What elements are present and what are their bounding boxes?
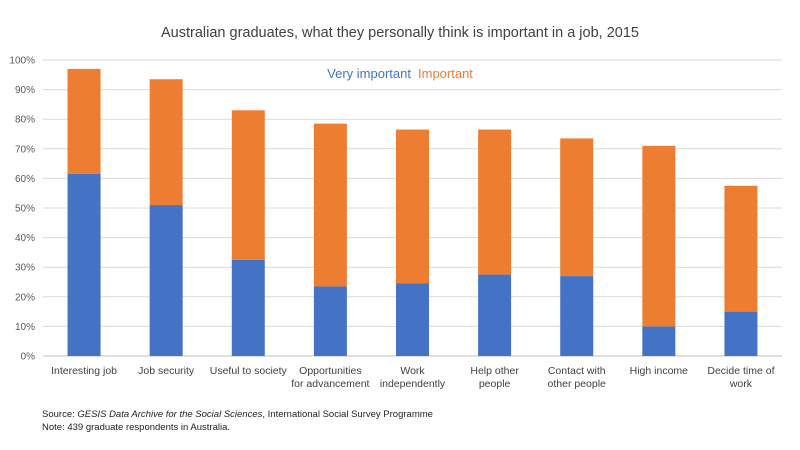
x-tick-label: other people [548, 378, 607, 390]
bar-very-important [560, 276, 594, 356]
y-tick-label: 60% [15, 174, 35, 185]
bar-very-important [67, 173, 101, 356]
bar-very-important [396, 283, 429, 356]
bar-very-important [642, 326, 676, 356]
y-tick-label: 80% [15, 115, 35, 126]
source-note: Source: GESIS Data Archive for the Socia… [42, 409, 433, 420]
y-tick-label: 50% [15, 204, 35, 215]
bar-important [724, 185, 758, 312]
y-tick-label: 90% [15, 85, 35, 96]
bar-very-important [724, 311, 758, 356]
x-tick-label: work [729, 378, 753, 390]
bar-very-important [313, 286, 347, 356]
bar-important [396, 129, 429, 284]
bar-important [642, 145, 676, 327]
x-tick-label: Job security [138, 365, 195, 377]
sample-note: Note: 439 graduate respondents in Austra… [42, 422, 231, 433]
bar-important [313, 123, 347, 287]
x-tick-label: Work [400, 365, 425, 377]
x-tick-label: Opportunities [299, 365, 361, 377]
bar-important [560, 138, 594, 277]
x-tick-label: people [479, 378, 511, 390]
y-tick-label: 40% [15, 233, 35, 244]
bar-very-important [478, 274, 512, 356]
y-tick-label: 10% [15, 322, 35, 333]
bar-very-important [231, 259, 265, 356]
source-suffix: , International Social Survey Programme [262, 409, 433, 420]
x-tick-label: Contact with [548, 365, 606, 377]
y-tick-label: 70% [15, 144, 35, 155]
chart: Australian graduates, what they personal… [9, 25, 782, 390]
chart-title: Australian graduates, what they personal… [161, 25, 639, 41]
bar-important [478, 129, 512, 275]
x-tick-label: Help other [470, 365, 519, 377]
x-tick-label: Interesting job [51, 365, 117, 377]
x-tick-label: for advancement [291, 378, 369, 390]
x-tick-label: High income [630, 365, 689, 377]
bar-important [231, 110, 265, 260]
y-tick-label: 30% [15, 263, 35, 274]
x-tick-label: Useful to society [210, 365, 288, 377]
bar-very-important [149, 205, 183, 356]
legend-important: Important [418, 66, 473, 81]
y-tick-label: 0% [21, 352, 36, 363]
x-tick-label: independently [380, 378, 446, 390]
source-italic: GESIS Data Archive for the Social Scienc… [77, 409, 263, 420]
legend-very-important: Very important [327, 66, 411, 81]
y-tick-label: 20% [15, 292, 35, 303]
bar-important [149, 79, 183, 206]
x-tick-label: Decide time of [707, 365, 774, 377]
y-tick-label: 100% [9, 56, 35, 67]
bar-important [67, 68, 101, 174]
source-prefix: Source: [42, 409, 78, 420]
